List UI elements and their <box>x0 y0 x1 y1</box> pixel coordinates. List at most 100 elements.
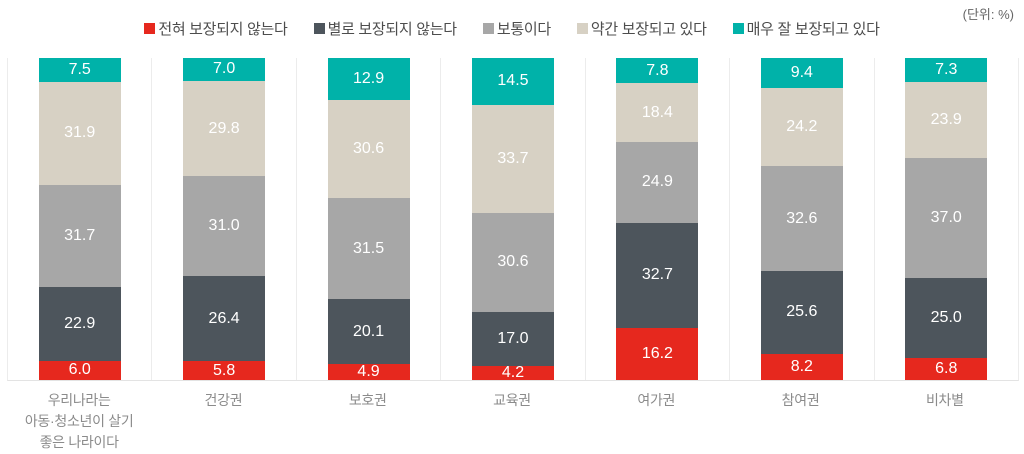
legend-item-4: 약간 보장되고 있다 <box>576 18 707 39</box>
segment-value-label: 23.9 <box>930 110 962 128</box>
segment-value-label: 33.7 <box>497 149 529 167</box>
bar-segment: 33.7 <box>471 104 554 214</box>
segment-value-label: 31.5 <box>352 239 385 257</box>
bar-column-7: 7.3 23.9 37.0 25.0 6.8 <box>873 58 1018 380</box>
category-label: 우리나라는 아동·청소년이 살기 좋은 나라이다 <box>24 392 134 450</box>
legend-item-5: 매우 잘 보장되고 있다 <box>732 18 880 39</box>
segment-value-label: 30.6 <box>352 139 385 157</box>
bar-segment: 6.0 <box>38 360 121 380</box>
plot-area: 7.5 31.9 31.7 22.9 6.0 7.0 29.8 31.0 26.4 5.8 12.9… <box>7 58 1019 381</box>
segment-value-label: 16.2 <box>641 344 673 362</box>
bar-segment: 37.0 <box>905 158 988 278</box>
stacked-bar: 7.3 23.9 37.0 25.0 6.8 <box>905 58 988 380</box>
legend-item-1: 전혀 보장되지 않는다 <box>144 18 288 39</box>
segment-value-label: 7.8 <box>646 61 669 79</box>
segment-value-label: 18.4 <box>641 103 673 121</box>
segment-value-label: 14.5 <box>497 72 529 90</box>
bar-segment: 25.6 <box>760 271 843 354</box>
bar-segment: 5.8 <box>183 361 266 380</box>
category-label: 보호권 <box>348 392 387 408</box>
segment-value-label: 24.2 <box>786 118 818 136</box>
segment-value-label: 6.0 <box>68 361 91 379</box>
legend: 전혀 보장되지 않는다 별로 보장되지 않는다 보통이다 약간 보장되고 있다 매우 잘… <box>0 18 1024 39</box>
legend-swatch-icon <box>313 23 325 34</box>
unit-label: (단위: %) <box>962 7 1014 22</box>
bar-segment: 7.3 <box>905 58 988 82</box>
segment-value-label: 25.6 <box>786 303 818 321</box>
segment-value-label: 22.9 <box>64 314 96 332</box>
bar-segment: 18.4 <box>616 83 699 143</box>
segment-value-label: 17.0 <box>497 330 529 348</box>
bar-segment: 4.9 <box>327 363 410 381</box>
segment-value-label: 12.9 <box>352 69 385 87</box>
bar-segment: 17.0 <box>471 311 554 367</box>
bar-segment: 31.9 <box>38 82 121 185</box>
legend-label: 매우 잘 보장되고 있다 <box>746 21 880 38</box>
bar-segment: 25.0 <box>905 277 988 359</box>
segment-value-label: 7.3 <box>935 60 958 78</box>
category-label: 참여권 <box>781 392 820 408</box>
bar-column-2: 7.0 29.8 31.0 26.4 5.8 <box>151 58 295 380</box>
segment-value-label: 32.6 <box>786 209 818 227</box>
segment-value-label: 30.6 <box>497 253 529 271</box>
legend-swatch-icon <box>144 23 156 34</box>
stacked-bar: 9.4 24.2 32.6 25.6 8.2 <box>760 58 843 380</box>
bar-segment: 8.2 <box>760 353 843 380</box>
bar-column-4: 14.5 33.7 30.6 17.0 4.2 <box>440 58 584 382</box>
bar-segment: 7.8 <box>616 58 699 84</box>
bar-segment: 20.1 <box>327 299 410 365</box>
bar-segment: 12.9 <box>327 58 410 100</box>
segment-value-label: 20.1 <box>352 322 385 340</box>
bar-column-1: 7.5 31.9 31.7 22.9 6.0 <box>8 58 151 380</box>
bar-segment: 4.2 <box>471 364 554 382</box>
segment-value-label: 32.7 <box>641 266 673 284</box>
segment-value-label: 24.9 <box>641 173 673 191</box>
bar-segment: 16.2 <box>616 327 699 380</box>
segment-value-label: 25.0 <box>930 308 962 326</box>
stacked-bar: 7.0 29.8 31.0 26.4 5.8 <box>183 58 266 380</box>
segment-value-label: 6.8 <box>935 360 958 378</box>
category-label: 여가권 <box>637 392 676 408</box>
segment-value-label: 31.0 <box>208 217 240 235</box>
legend-swatch-icon <box>576 23 588 34</box>
bar-segment: 7.0 <box>183 58 266 81</box>
legend-label: 별로 보장되지 않는다 <box>327 21 458 38</box>
segment-value-label: 31.9 <box>64 124 96 142</box>
segment-value-label: 31.7 <box>64 226 96 244</box>
segment-value-label: 29.8 <box>208 119 240 137</box>
legend-item-3: 보통이다 <box>482 18 551 39</box>
bar-segment: 23.9 <box>905 81 988 159</box>
bar-segment: 31.5 <box>327 198 410 300</box>
category-label: 건강권 <box>204 392 243 408</box>
bar-segment: 9.4 <box>760 58 843 89</box>
bar-segment: 31.7 <box>38 184 121 287</box>
segment-value-label: 7.5 <box>68 61 91 79</box>
legend-swatch-icon <box>732 23 744 34</box>
bar-segment: 7.5 <box>38 58 121 83</box>
segment-value-label: 9.4 <box>790 64 813 82</box>
bar-segment: 31.0 <box>183 176 266 277</box>
segment-value-label: 26.4 <box>208 309 240 327</box>
legend-label: 약간 보장되고 있다 <box>590 21 707 38</box>
bar-segment: 26.4 <box>183 276 266 362</box>
segment-value-label: 37.0 <box>930 209 962 227</box>
x-axis-labels: 우리나라는 아동·청소년이 살기 좋은 나라이다 건강권 보호권 교육권 여가권 참여권 비… <box>7 390 1017 453</box>
bar-segment: 24.2 <box>760 88 843 167</box>
bar-column-5: 7.8 18.4 24.9 32.7 16.2 <box>584 58 729 380</box>
stacked-bar: 12.9 30.6 31.5 20.1 4.9 <box>327 58 410 381</box>
segment-value-label: 4.9 <box>357 363 380 381</box>
bar-segment: 6.8 <box>905 358 988 380</box>
bar-segment: 14.5 <box>471 58 554 105</box>
bar-segment: 22.9 <box>38 286 121 361</box>
segment-value-label: 4.2 <box>501 364 525 382</box>
bar-segment: 30.6 <box>327 99 410 199</box>
stacked-bar: 14.5 33.7 30.6 17.0 4.2 <box>471 58 554 382</box>
segment-value-label: 5.8 <box>213 361 236 379</box>
category-label: 비차별 <box>925 392 964 408</box>
bar-segment: 32.6 <box>760 166 843 272</box>
stacked-bar: 7.8 18.4 24.9 32.7 16.2 <box>616 58 699 380</box>
bar-segment: 29.8 <box>183 80 266 177</box>
legend-label: 전혀 보장되지 않는다 <box>158 21 288 38</box>
bar-column-3: 12.9 30.6 31.5 20.1 4.9 <box>295 58 440 381</box>
